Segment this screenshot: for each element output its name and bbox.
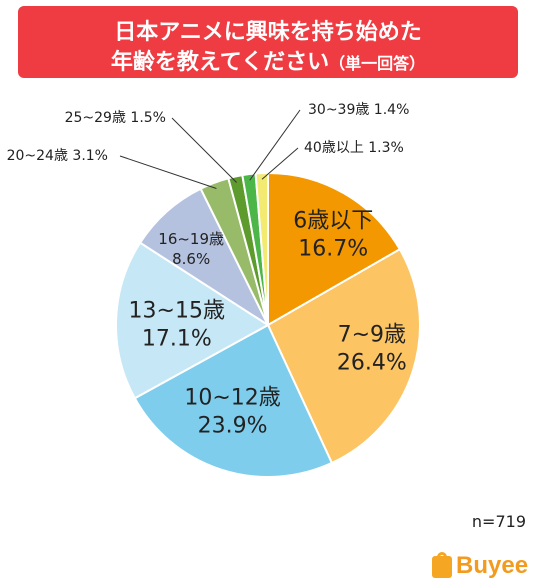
slice-labels: 6歳以下 16.7% 7~9歳 26.4% 10~12歳 23.9% 13~15歳 17.1%… [7,102,410,439]
logo-text: Buyee [456,552,529,579]
slice-2-label: 7~9歳 [338,323,406,348]
slice-6-leader-line [119,155,217,189]
slice-4-wedge [115,241,270,400]
leader-lines [119,109,301,189]
slice-1-value-label: 16.7% [298,236,368,261]
slice-5-value-label: 8.6% [172,250,210,268]
sample-size: n=719 [471,512,526,531]
slice-6-label: 20~24歳 3.1% [7,148,108,164]
slice-2-value-label: 26.4% [337,351,407,376]
slice-3-wedge [133,323,334,478]
pie-chart: 6歳以下 16.7% 7~9歳 26.4% 10~12歳 23.9% 13~15歳 17.1%… [7,102,421,478]
shopping-bag-icon [432,556,452,578]
shopping-bag-handle-icon [437,552,447,560]
pie-slices [115,171,421,478]
buyee-logo: Buyee [428,552,532,582]
slice-4-label: 13~15歳 [129,299,225,324]
title-banner: 日本アニメに興味を持ち始めた 年齢を教えてください（単一回答） [18,6,518,78]
slice-9-wedge [254,171,269,326]
chart-title-line1: 日本アニメに興味を持ち始めた [114,20,422,45]
chart-title-line2-text: 年齢を教えてください [110,50,330,75]
slice-3-label: 10~12歳 [184,386,280,411]
slice-2-wedge [266,247,421,465]
slice-8-label: 30~39歳 1.4% [308,102,409,118]
slice-3-value-label: 23.9% [198,414,268,439]
slice-5-label: 16~19歳 [158,230,224,248]
slice-4-value-label: 17.1% [142,327,212,352]
chart-title-line2: 年齢を教えてください（単一回答） [18,44,518,76]
slice-7-label: 25~29歳 1.5% [65,110,166,126]
slice-9-label: 40歳以上 1.3% [304,140,404,156]
slice-8-leader-line [249,109,301,181]
slice-1-wedge [267,171,402,327]
chart-subtitle: （単一回答） [329,54,426,73]
slice-1-label: 6歳以下 [293,208,373,233]
slice-7-leader-line [171,117,237,183]
slice-9-leader-line [261,147,299,180]
